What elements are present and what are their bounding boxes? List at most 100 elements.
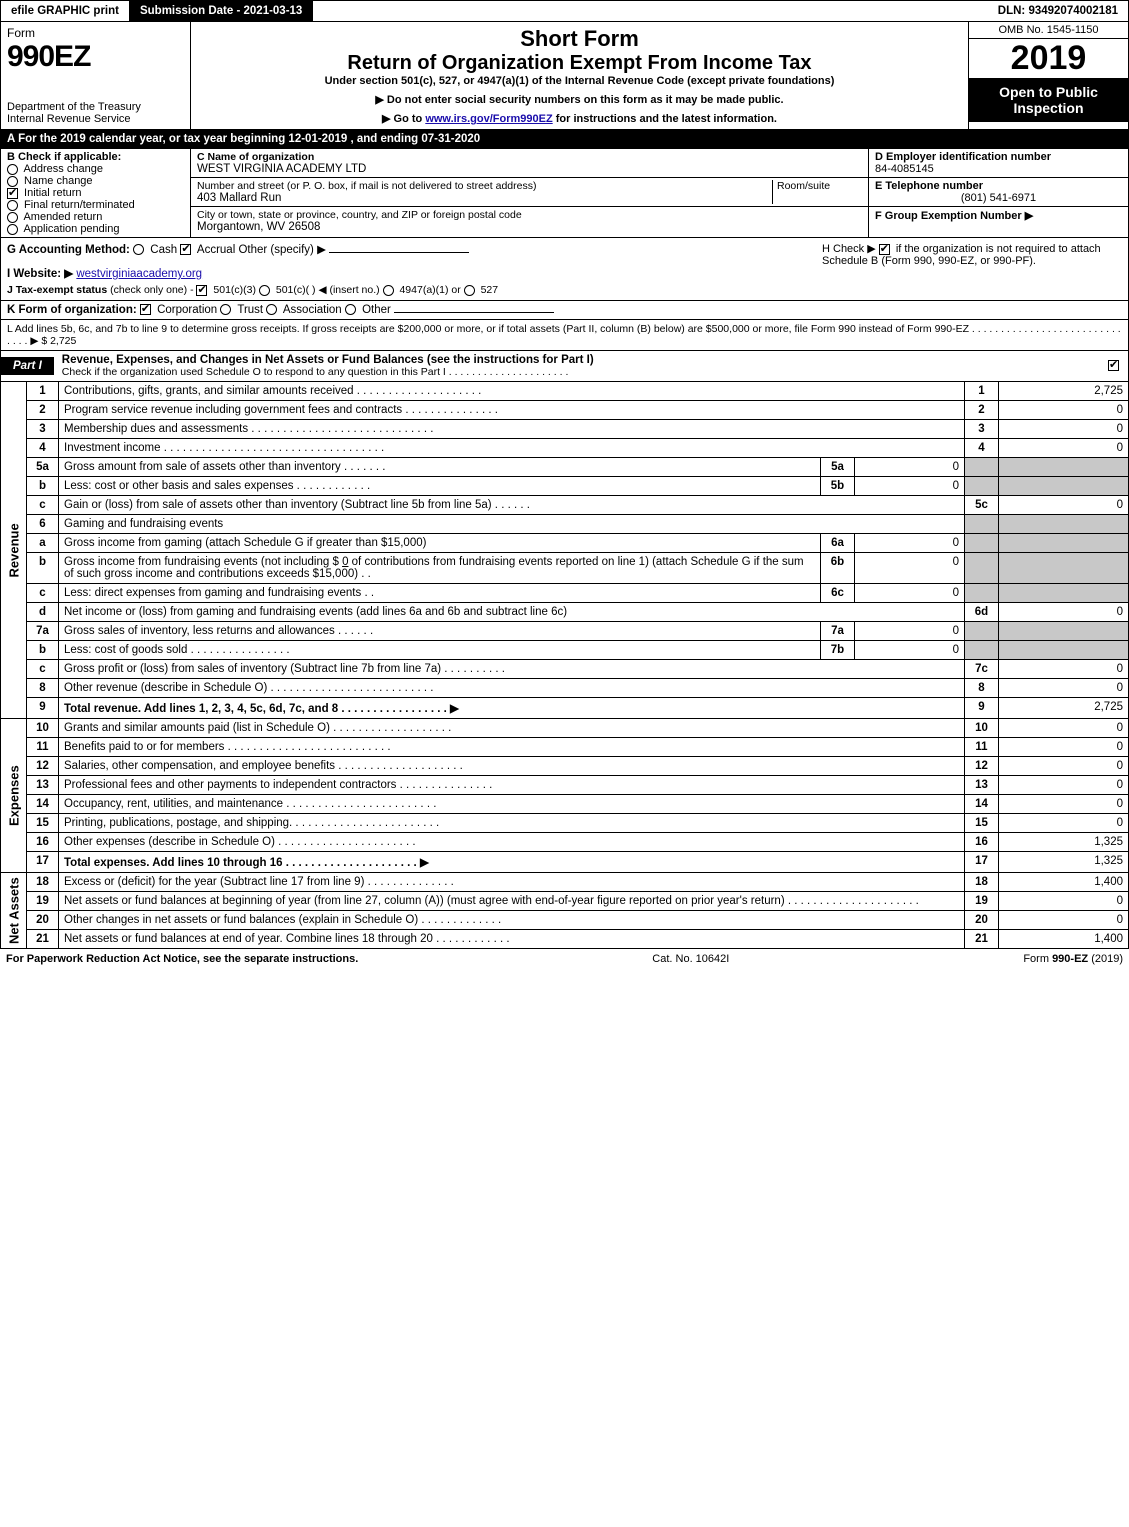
part1-schedule-o-checkbox[interactable] <box>1108 360 1119 371</box>
line-amount: 1,400 <box>999 873 1129 892</box>
ein-value: 84-4085145 <box>875 163 934 175</box>
line-box: 8 <box>965 679 999 698</box>
h-checkbox[interactable] <box>879 244 890 255</box>
line-amount: 0 <box>999 795 1129 814</box>
line-number: 12 <box>27 757 59 776</box>
netassets-label: Net Assets <box>1 873 27 949</box>
line-desc: Net assets or fund balances at beginning… <box>59 892 965 911</box>
k-other-input[interactable] <box>394 312 554 313</box>
grey-cell <box>965 553 999 584</box>
header-center: Short Form Return of Organization Exempt… <box>191 22 968 129</box>
ssn-note: ▶ Do not enter social security numbers o… <box>199 93 960 106</box>
b-checkbox[interactable] <box>7 164 18 175</box>
501c-label: 501(c)( ) ◀ (insert no.) <box>276 284 380 296</box>
grey-cell <box>999 534 1129 553</box>
h-label: H Check ▶ <box>822 243 876 255</box>
ein-label: D Employer identification number <box>875 151 1051 163</box>
subtitle: Under section 501(c), 527, or 4947(a)(1)… <box>199 75 960 87</box>
line-desc: Total expenses. Add lines 10 through 16 … <box>59 852 965 873</box>
inner-box: 7b <box>821 641 855 660</box>
line-number: 1 <box>27 382 59 401</box>
line-box: 1 <box>965 382 999 401</box>
part1-header: Part I Revenue, Expenses, and Changes in… <box>0 351 1129 382</box>
line-box: 16 <box>965 833 999 852</box>
line-desc: Gross income from fundraising events (no… <box>59 553 821 584</box>
website-link[interactable]: westvirginiaacademy.org <box>76 268 202 280</box>
line-desc: Grants and similar amounts paid (list in… <box>59 719 965 738</box>
dln-label: DLN: 93492074002181 <box>988 1 1128 21</box>
omb-number: OMB No. 1545-1150 <box>969 22 1128 39</box>
phone-label: E Telephone number <box>875 180 983 192</box>
dept-treasury: Department of the Treasury <box>7 101 184 113</box>
line-amount: 0 <box>999 679 1129 698</box>
block-b: B Check if applicable: Address change Na… <box>1 149 191 237</box>
line-number: 11 <box>27 738 59 757</box>
line-number: 13 <box>27 776 59 795</box>
line-number: 21 <box>27 930 59 949</box>
k-label: K Form of organization: <box>7 304 137 316</box>
grey-cell <box>999 622 1129 641</box>
line-amount: 0 <box>999 757 1129 776</box>
line-number: 10 <box>27 719 59 738</box>
k-checkbox[interactable] <box>345 304 356 315</box>
line-amount: 0 <box>999 719 1129 738</box>
c-street-label: Number and street (or P. O. box, if mail… <box>197 180 772 192</box>
form-header: Form 990EZ Department of the Treasury In… <box>0 22 1129 130</box>
line-number: 9 <box>27 698 59 719</box>
line-amount: 0 <box>999 738 1129 757</box>
line-box: 7c <box>965 660 999 679</box>
c-name-label: C Name of organization <box>197 151 862 163</box>
grey-cell <box>965 641 999 660</box>
b-option: Address change <box>7 163 184 175</box>
paperwork-notice: For Paperwork Reduction Act Notice, see … <box>6 953 358 965</box>
section-bcd: B Check if applicable: Address change Na… <box>0 149 1129 238</box>
irs-link[interactable]: www.irs.gov/Form990EZ <box>425 113 552 125</box>
inner-amount: 0 <box>855 622 965 641</box>
line-number: 17 <box>27 852 59 873</box>
line-a-tax-year: A For the 2019 calendar year, or tax yea… <box>0 130 1129 149</box>
b-checkbox[interactable] <box>7 224 18 235</box>
b-checkbox[interactable] <box>7 212 18 223</box>
k-checkbox[interactable] <box>220 304 231 315</box>
group-exemption-label: F Group Exemption Number ▶ <box>875 210 1033 222</box>
top-bar: efile GRAPHIC print Submission Date - 20… <box>0 0 1129 22</box>
part1-tag: Part I <box>1 357 54 375</box>
line-amount: 1,325 <box>999 852 1129 873</box>
block-b-title: B Check if applicable: <box>7 151 184 163</box>
short-form-title: Short Form <box>199 26 960 52</box>
financial-table: Revenue 1 Contributions, gifts, grants, … <box>0 382 1129 949</box>
501c3-checkbox[interactable] <box>196 285 207 296</box>
other-input[interactable] <box>329 252 469 253</box>
line-number: b <box>27 477 59 496</box>
inner-box: 7a <box>821 622 855 641</box>
cash-checkbox[interactable] <box>133 244 144 255</box>
line-number: 20 <box>27 911 59 930</box>
4947-checkbox[interactable] <box>383 285 394 296</box>
header-left: Form 990EZ Department of the Treasury In… <box>1 22 191 129</box>
line-h: H Check ▶ if the organization is not req… <box>822 242 1122 296</box>
block-def: D Employer identification number 84-4085… <box>868 149 1128 237</box>
submission-date-button[interactable]: Submission Date - 2021-03-13 <box>130 1 313 21</box>
part1-checkbox-cell <box>1102 360 1128 372</box>
accrual-checkbox[interactable] <box>180 244 191 255</box>
k-checkbox[interactable] <box>140 304 151 315</box>
efile-print-button[interactable]: efile GRAPHIC print <box>1 1 130 21</box>
line-number: c <box>27 496 59 515</box>
527-checkbox[interactable] <box>464 285 475 296</box>
line-box: 12 <box>965 757 999 776</box>
line-number: 2 <box>27 401 59 420</box>
grey-cell <box>999 515 1129 534</box>
inner-amount: 0 <box>855 477 965 496</box>
line-box: 11 <box>965 738 999 757</box>
return-title: Return of Organization Exempt From Incom… <box>199 52 960 75</box>
line-amount: 2,725 <box>999 382 1129 401</box>
k-checkbox[interactable] <box>266 304 277 315</box>
inner-amount: 0 <box>855 534 965 553</box>
b-checkbox[interactable] <box>7 188 18 199</box>
b-checkbox[interactable] <box>7 200 18 211</box>
line-desc: Printing, publications, postage, and shi… <box>59 814 965 833</box>
line-amount: 0 <box>999 776 1129 795</box>
501c-checkbox[interactable] <box>259 285 270 296</box>
line-amount: 0 <box>999 814 1129 833</box>
grey-cell <box>965 534 999 553</box>
